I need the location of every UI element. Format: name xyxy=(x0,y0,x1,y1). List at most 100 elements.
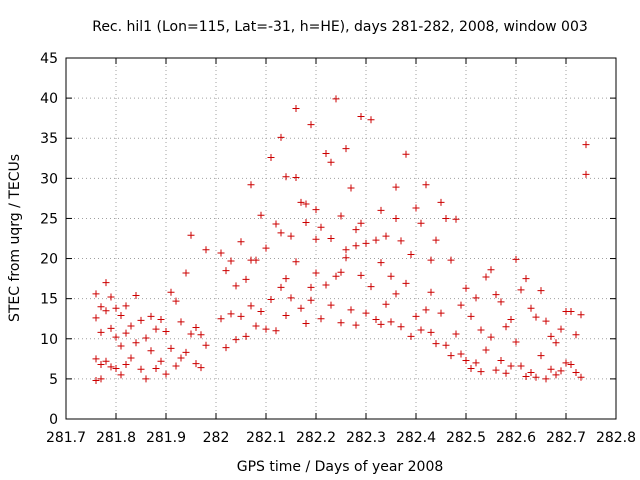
data-point xyxy=(157,316,165,324)
data-point xyxy=(312,269,320,277)
data-point xyxy=(537,352,545,360)
data-point xyxy=(532,313,540,321)
data-point xyxy=(177,318,185,326)
data-point xyxy=(382,300,390,308)
data-point xyxy=(507,362,515,370)
data-point xyxy=(277,229,285,237)
data-point xyxy=(197,364,205,372)
data-point xyxy=(397,237,405,245)
data-point xyxy=(267,295,275,303)
data-point xyxy=(182,269,190,277)
data-point xyxy=(412,312,420,320)
data-point xyxy=(482,273,490,281)
data-point xyxy=(477,368,485,376)
x-tick-label: 282.2 xyxy=(296,430,336,446)
x-tick-label: 282.4 xyxy=(396,430,436,446)
data-point xyxy=(217,315,225,323)
data-point xyxy=(522,275,530,283)
data-point xyxy=(112,333,120,341)
data-point xyxy=(347,184,355,192)
data-point xyxy=(472,359,480,367)
x-tick-label: 281.7 xyxy=(46,430,86,446)
data-point xyxy=(427,256,435,264)
data-point xyxy=(567,360,575,368)
data-point xyxy=(217,249,225,257)
data-point xyxy=(417,326,425,334)
data-point xyxy=(517,362,525,370)
data-point xyxy=(427,288,435,296)
data-point xyxy=(372,316,380,324)
data-point xyxy=(187,231,195,239)
data-point xyxy=(357,219,365,227)
data-point xyxy=(377,206,385,214)
data-point xyxy=(142,375,150,383)
data-point xyxy=(172,297,180,305)
data-point xyxy=(242,332,250,340)
data-point xyxy=(487,266,495,274)
data-point xyxy=(492,291,500,299)
data-point xyxy=(392,290,400,298)
data-point xyxy=(512,255,520,263)
data-point xyxy=(237,238,245,246)
data-point xyxy=(357,113,365,121)
data-point xyxy=(317,223,325,231)
data-point xyxy=(302,218,310,226)
data-point xyxy=(222,267,230,275)
data-point xyxy=(247,181,255,189)
data-point xyxy=(232,336,240,344)
data-point xyxy=(292,258,300,266)
y-tick-label: 10 xyxy=(40,332,58,348)
plot-frame xyxy=(65,57,617,420)
data-point xyxy=(272,220,280,228)
data-point xyxy=(562,359,570,367)
data-point xyxy=(322,149,330,157)
data-point xyxy=(92,290,100,298)
data-point xyxy=(362,309,370,317)
data-point xyxy=(192,324,200,332)
data-point xyxy=(447,256,455,264)
data-point xyxy=(132,339,140,347)
data-point xyxy=(122,302,130,310)
data-point xyxy=(402,150,410,158)
y-tick-label: 25 xyxy=(40,211,58,227)
data-point xyxy=(187,330,195,338)
data-point xyxy=(542,375,550,383)
data-point xyxy=(127,322,135,330)
data-point xyxy=(482,346,490,354)
x-tick-label: 282.8 xyxy=(596,430,636,446)
data-point xyxy=(557,367,565,375)
data-point xyxy=(107,363,115,371)
data-point xyxy=(262,325,270,333)
data-point xyxy=(407,332,415,340)
data-point xyxy=(222,344,230,352)
data-point xyxy=(402,279,410,287)
data-point xyxy=(257,308,265,316)
data-point xyxy=(117,371,125,379)
data-point xyxy=(92,314,100,322)
data-point xyxy=(417,219,425,227)
data-point xyxy=(377,259,385,267)
x-tick-label: 282.3 xyxy=(346,430,386,446)
data-point xyxy=(382,232,390,240)
y-tick-label: 35 xyxy=(40,131,58,147)
data-point xyxy=(447,352,455,360)
data-point xyxy=(432,340,440,348)
data-point xyxy=(462,284,470,292)
chart-title: Rec. hil1 (Lon=115, Lat=-31, h=HE), days… xyxy=(92,19,588,35)
data-point xyxy=(102,279,110,287)
x-tick-label: 281.8 xyxy=(96,430,136,446)
data-point xyxy=(307,121,315,129)
data-point xyxy=(467,364,475,372)
data-point xyxy=(112,364,120,372)
data-point xyxy=(437,309,445,317)
data-point xyxy=(442,214,450,222)
data-point xyxy=(252,322,260,330)
data-point xyxy=(152,364,160,372)
data-point xyxy=(392,214,400,222)
data-point xyxy=(412,204,420,212)
x-tick-label: 282.7 xyxy=(546,430,586,446)
data-point xyxy=(272,327,280,335)
data-point xyxy=(437,198,445,206)
data-point xyxy=(147,347,155,355)
